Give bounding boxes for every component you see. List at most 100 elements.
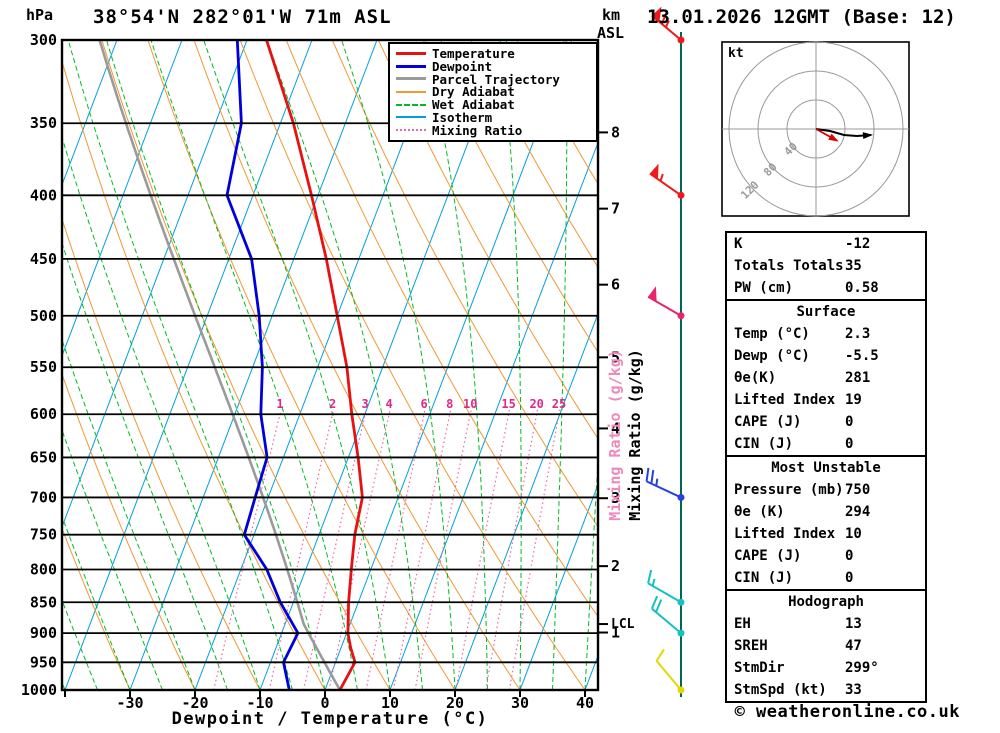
stat-label: CAPE (J) — [734, 414, 802, 430]
stats-row: K -12 — [727, 233, 925, 255]
stat-label: CIN (J) — [734, 436, 794, 452]
stat-label: StmDir — [734, 660, 785, 676]
stats-row: SREH 47 — [727, 635, 925, 657]
svg-text:-20: -20 — [181, 694, 208, 712]
stat-value: -12 — [845, 236, 871, 252]
stat-value: 299° — [845, 660, 879, 676]
stats-row: CAPE (J) 0 — [727, 411, 925, 433]
stat-value: 2.3 — [845, 326, 871, 342]
stat-value: 750 — [845, 482, 871, 498]
dewpoint-line-sample — [396, 64, 426, 68]
legend-label: Dry Adiabat — [432, 84, 515, 100]
stats-row: Temp (°C) 2.3 — [727, 323, 925, 345]
svg-text:25: 25 — [552, 397, 566, 411]
stat-value: 13 — [845, 616, 862, 632]
km-axis-label-km: km — [602, 6, 621, 24]
svg-text:1: 1 — [276, 397, 283, 411]
stats-row: CIN (J) 0 — [727, 433, 925, 455]
stats-row: PW (cm) 0.58 — [727, 277, 925, 299]
svg-text:-10: -10 — [246, 694, 273, 712]
svg-text:20: 20 — [529, 397, 543, 411]
km-axis-label-asl: ASL — [597, 24, 625, 42]
pressure-gridlines: 300 350 400 450 500 550 600 650 700 750 800 850 900 9… — [21, 31, 600, 699]
stat-label: EH — [734, 616, 751, 632]
stat-value: 33 — [845, 682, 862, 698]
svg-text:900: 900 — [30, 624, 57, 642]
isotherms — [62, 40, 598, 690]
mixing-ratio-lines — [213, 409, 561, 690]
stat-value: 35 — [845, 258, 862, 274]
stats-row: CIN (J) 0 — [727, 567, 925, 589]
stat-label: θe (K) — [734, 504, 785, 520]
mixing-ratio-line-sample — [396, 129, 426, 132]
stat-label: Lifted Index — [734, 526, 836, 542]
stats-row: EH 13 — [727, 613, 925, 635]
legend-label: Temperature — [432, 45, 515, 61]
stats-row: θe (K) 294 — [727, 501, 925, 523]
svg-text:950: 950 — [30, 653, 57, 671]
svg-text:8: 8 — [446, 397, 453, 411]
stat-label: SREH — [734, 638, 768, 654]
stats-row: Lifted Index 19 — [727, 389, 925, 411]
dewpoint-curve — [225, 40, 300, 690]
svg-text:4: 4 — [611, 419, 620, 437]
stat-label: PW (cm) — [734, 280, 794, 296]
svg-text:400: 400 — [30, 186, 57, 204]
stat-value: 281 — [845, 370, 871, 386]
svg-text:700: 700 — [30, 488, 57, 506]
svg-text:2: 2 — [611, 557, 620, 575]
stats-row: Lifted Index 10 — [727, 523, 925, 545]
isotherm-line-sample — [396, 116, 426, 119]
mixing-ratio-axis-label-pink: Mixing Ratio (g/kg) — [606, 349, 624, 521]
svg-text:600: 600 — [30, 405, 57, 423]
stats-section: Hodograph EH 13 SREH 47 StmDir 299° StmSpd (kt)… — [725, 589, 927, 703]
svg-text:10: 10 — [463, 397, 477, 411]
svg-text:500: 500 — [30, 307, 57, 325]
stats-row: CAPE (J) 0 — [727, 545, 925, 567]
stats-section: Most Unstable Pressure (mb) 750 θe (K) 294 Li… — [725, 455, 927, 591]
svg-text:15: 15 — [501, 397, 515, 411]
svg-text:650: 650 — [30, 448, 57, 466]
lcl-label: LCL — [611, 617, 635, 632]
parcel-curve — [98, 40, 342, 690]
stats-section-title: Hodograph — [788, 594, 864, 610]
svg-text:800: 800 — [30, 561, 57, 579]
stat-value: 19 — [845, 392, 862, 408]
svg-text:40: 40 — [576, 694, 594, 712]
legend-item-temperature: Temperature — [396, 45, 590, 61]
stat-label: Temp (°C) — [734, 326, 810, 342]
legend-label: Dewpoint — [432, 58, 493, 74]
svg-text:300: 300 — [30, 31, 57, 49]
stat-value: 0 — [845, 548, 854, 564]
mixing-ratio-labels: 1 2 3 4 6 8 10 15 20 25 — [276, 397, 566, 411]
stat-value: -5.5 — [845, 348, 879, 364]
legend-label: Isotherm — [432, 109, 493, 125]
stats-panel: K -12 Totals Totals 35 PW (cm) 0.58 Surface Tem… — [725, 231, 927, 703]
svg-text:-30: -30 — [116, 694, 143, 712]
stats-row: θe(K) 281 — [727, 367, 925, 389]
legend-item-dry-adiabat: Dry Adiabat — [396, 84, 590, 100]
stat-value: 294 — [845, 504, 871, 520]
temperature-axis-title: Dewpoint / Temperature (°C) — [171, 709, 489, 729]
stat-label: Lifted Index — [734, 392, 836, 408]
stat-value: 0.58 — [845, 280, 879, 296]
stat-value: 10 — [845, 526, 862, 542]
legend-item-wet-adiabat: Wet Adiabat — [396, 97, 590, 113]
stat-label: Dewp (°C) — [734, 348, 810, 364]
copyright: © weatheronline.co.uk — [734, 702, 960, 722]
stat-label: Totals Totals — [734, 258, 844, 274]
stat-label: Pressure (mb) — [734, 482, 844, 498]
stats-row: Dewp (°C) -5.5 — [727, 345, 925, 367]
legend-label: Wet Adiabat — [432, 97, 515, 113]
svg-text:30: 30 — [511, 694, 529, 712]
stat-label: StmSpd (kt) — [734, 682, 827, 698]
temperature-line-sample — [396, 51, 426, 55]
svg-text:0: 0 — [320, 694, 329, 712]
stat-label: θe(K) — [734, 370, 777, 386]
stat-label: K — [734, 236, 743, 252]
hodograph-unit: kt — [728, 46, 744, 61]
